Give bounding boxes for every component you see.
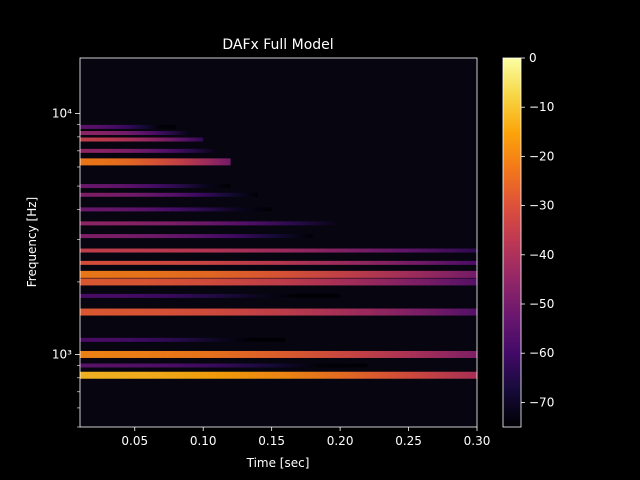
spectral-band <box>80 363 368 368</box>
colorbar-tick-label: −10 <box>529 100 554 114</box>
x-tick-label: 0.10 <box>190 434 217 448</box>
x-tick-label: 0.30 <box>464 434 491 448</box>
y-tick-label: 10³ <box>52 347 72 361</box>
spectral-band <box>80 221 341 226</box>
y-tick-label: 10⁴ <box>52 107 72 121</box>
x-axis-ticks: 0.05 0.10 0.15 0.20 0.25 0.30 <box>121 427 490 448</box>
colorbar-tick-label: −50 <box>529 297 554 311</box>
y-axis-label: Frequency [Hz] <box>25 197 39 288</box>
spectral-band <box>80 260 477 265</box>
x-tick-label: 0.20 <box>327 434 354 448</box>
colorbar-ticks: 0 −10 −20 −30 −40 −50 −60 −70 <box>521 51 554 409</box>
spectral-band <box>80 248 477 253</box>
spectral-band <box>80 124 176 129</box>
x-axis-label: Time [sec] <box>246 456 310 470</box>
spectral-band <box>80 137 204 142</box>
spectral-band <box>80 278 477 286</box>
spectral-band <box>80 131 190 136</box>
chart-title: DAFx Full Model <box>222 37 333 53</box>
spectral-band <box>80 158 231 166</box>
plot-frame <box>79 57 478 428</box>
spectral-band <box>80 207 272 212</box>
x-tick-label: 0.15 <box>258 434 285 448</box>
spectral-band <box>80 337 286 342</box>
colorbar-tick-label: −20 <box>529 149 554 163</box>
colorbar-tick-label: −40 <box>529 248 554 262</box>
y-axis-ticks: 10³ 10⁴ <box>52 107 80 428</box>
spectral-band <box>80 184 231 189</box>
spectral-band <box>80 270 477 278</box>
plot-area <box>80 58 477 427</box>
spectral-band <box>80 192 258 197</box>
spectral-bands <box>80 124 477 379</box>
spectral-band <box>80 234 313 239</box>
colorbar-tick-label: −60 <box>529 346 554 360</box>
spectral-band <box>80 148 217 153</box>
spectral-band <box>80 293 341 298</box>
spectral-band <box>80 350 477 358</box>
spectral-band <box>80 371 477 379</box>
colorbar-tick-label: −70 <box>529 395 554 409</box>
colorbar <box>502 57 522 428</box>
colorbar-tick-label: −30 <box>529 199 554 213</box>
x-tick-label: 0.25 <box>395 434 422 448</box>
colorbar-tick-label: 0 <box>529 51 537 65</box>
spectral-band <box>80 308 477 316</box>
x-tick-label: 0.05 <box>121 434 148 448</box>
